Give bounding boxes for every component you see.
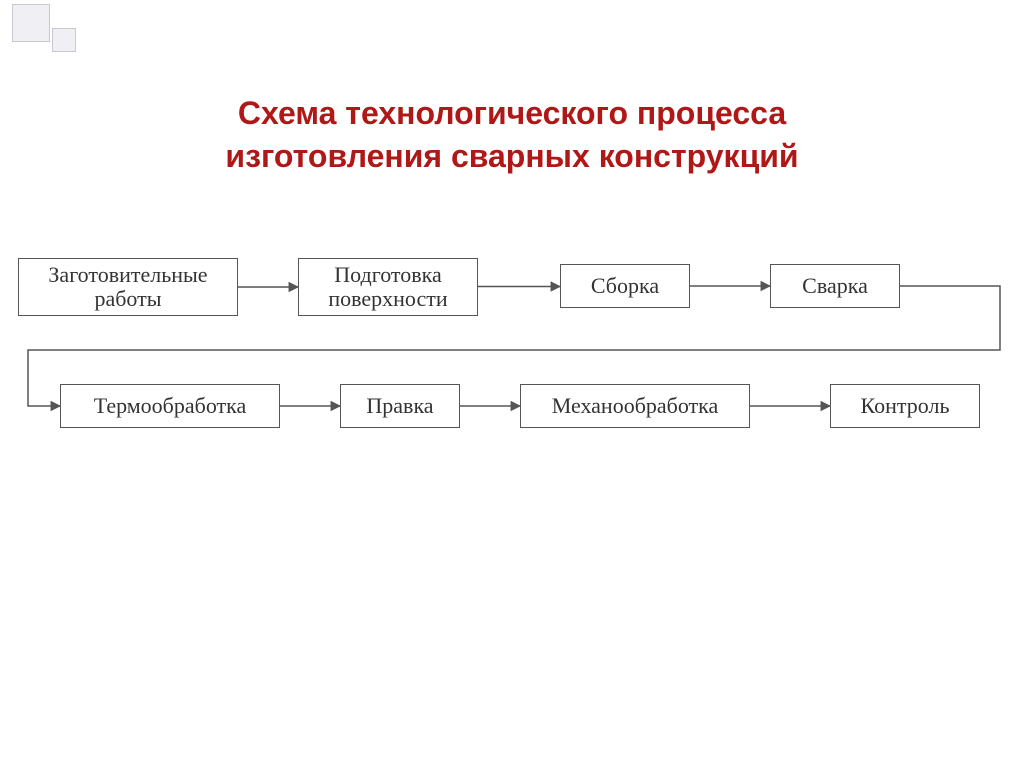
flow-node-label: поверхности — [328, 286, 447, 311]
flow-node-label: Правка — [366, 393, 433, 418]
flow-node-label: Термообработка — [94, 393, 247, 418]
page-title: Схема технологического процесса изготовл… — [0, 92, 1024, 178]
flow-node-label: Заготовительные — [48, 262, 207, 287]
flow-node-n6: Правка — [340, 384, 460, 428]
flow-node-label: работы — [94, 286, 161, 311]
title-line-1: Схема технологического процесса — [238, 95, 786, 131]
flow-node-label: Подготовка — [334, 262, 441, 287]
flow-node-n1: Заготовительныеработы — [18, 258, 238, 316]
flow-node-n3: Сборка — [560, 264, 690, 308]
flow-node-n8: Контроль — [830, 384, 980, 428]
flow-node-n5: Термообработка — [60, 384, 280, 428]
corner-block-large — [12, 4, 50, 42]
flow-node-label: Сборка — [591, 273, 659, 298]
flow-node-n4: Сварка — [770, 264, 900, 308]
title-line-2: изготовления сварных конструкций — [225, 138, 798, 174]
flow-node-label: Контроль — [861, 393, 950, 418]
flow-node-label: Сварка — [802, 273, 868, 298]
flow-node-label: Механообработка — [552, 393, 719, 418]
flow-node-n7: Механообработка — [520, 384, 750, 428]
flow-node-n2: Подготовкаповерхности — [298, 258, 478, 316]
corner-block-small — [52, 28, 76, 52]
